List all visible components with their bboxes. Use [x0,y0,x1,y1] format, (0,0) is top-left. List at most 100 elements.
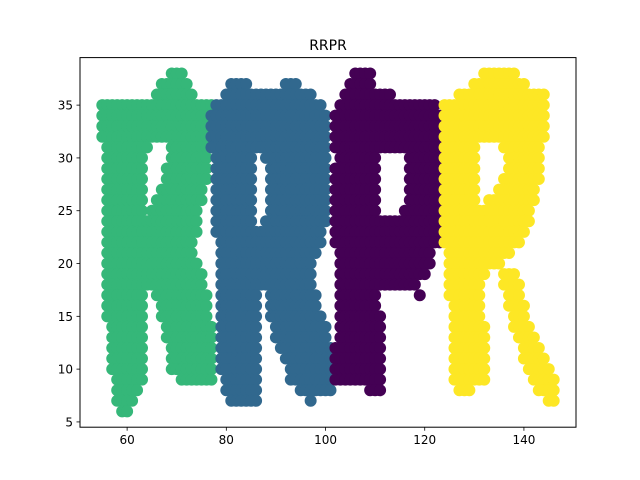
scatter-point [493,257,506,270]
scatter-point [314,236,327,249]
scatter-point [250,363,263,376]
scatter-point [468,183,481,196]
scatter-point [200,289,213,302]
scatter-point [369,299,382,312]
scatter-point [374,384,387,397]
scatter-point [200,299,213,312]
scatter-point [537,99,550,112]
axes-frame [79,57,577,428]
scatter-point [136,173,148,186]
scatter-point [532,173,545,186]
scatter-point [508,268,520,281]
scatter-point [289,78,302,90]
scatter-point [175,67,188,80]
scatter-point [136,373,148,386]
scatter-point [423,246,436,259]
scatter-point [364,78,377,90]
x-tick-label: 140 [512,433,535,447]
scatter-point [136,363,148,376]
y-axis: 5 10 15 20 25 30 35 [58,99,80,429]
scatter-point [126,394,139,407]
scatter-point [131,384,144,397]
scatter-point [200,151,213,164]
scatter-point [250,310,263,323]
scatter-point [468,162,481,175]
scatter-point [136,310,148,323]
x-axis: 60 80 100 120 140 [119,427,535,447]
scatter-point [547,394,560,407]
scatter-point [542,363,555,376]
scatter-point [250,373,263,386]
scatter-point [250,342,263,354]
scatter-point [517,310,530,323]
chart-title: RRPR [309,38,347,54]
scatter-point [304,268,317,281]
scatter-point [304,257,317,270]
scatter-point [374,373,387,386]
scatter-point [319,109,332,122]
scatter-point [205,373,218,386]
scatter-point [369,173,382,186]
x-tick-label: 80 [219,433,234,447]
scatter-point [136,299,148,312]
scatter-point [245,173,258,186]
scatter-point [190,204,203,217]
scatter-point [369,151,382,164]
scatter-point [374,310,387,323]
scatter-point [185,246,198,259]
scatter-point [245,194,258,207]
scatter-point [136,289,148,302]
scatter-point [136,352,148,365]
scatter-point [423,257,436,270]
scatter-point [478,373,491,386]
scatter-point [195,183,208,196]
scatter-point [190,225,203,238]
scatter-point [205,363,218,376]
scatter-point [205,342,218,354]
scatter-point [547,384,560,397]
scatter-point [473,289,486,302]
scatter-point [527,194,540,207]
scatter-point [319,215,332,228]
scatter-point [517,225,530,238]
scatter-point [319,320,332,333]
scatter-point [136,194,148,207]
scatter-point [314,99,327,112]
scatter-point [319,162,332,175]
scatter-point [319,141,332,154]
scatter-point [319,151,332,164]
scatter-point [319,120,332,133]
scatter-point [319,130,332,143]
y-tick-label: 20 [58,257,73,271]
scatter-point [314,310,327,323]
scatter-point [522,215,535,228]
scatter-point [136,320,148,333]
scatter-point [374,320,387,333]
scatter-point [304,88,317,101]
scatter-point [180,78,193,90]
scatter-point [468,173,481,186]
scatter-point [537,130,550,143]
scatter-point [374,331,387,344]
scatter-point [503,246,516,259]
scatter-point [473,310,486,323]
scatter-point [185,88,198,101]
scatter-point [140,141,153,154]
scatter-point [468,141,481,154]
scatter-point [468,151,481,164]
scatter-point [532,151,545,164]
scatter-point [195,268,208,281]
scatter-point [319,173,332,186]
scatter-point [522,320,535,333]
scatter-point [413,289,426,302]
scatter-point [369,162,382,175]
series-0 [96,67,218,418]
scatter-point [309,289,322,302]
scatter-point [508,67,520,80]
scatter-point [537,352,550,365]
scatter-point [136,162,148,175]
scatter-point [245,204,258,217]
scatter-point [195,194,208,207]
scatter-point [319,183,332,196]
